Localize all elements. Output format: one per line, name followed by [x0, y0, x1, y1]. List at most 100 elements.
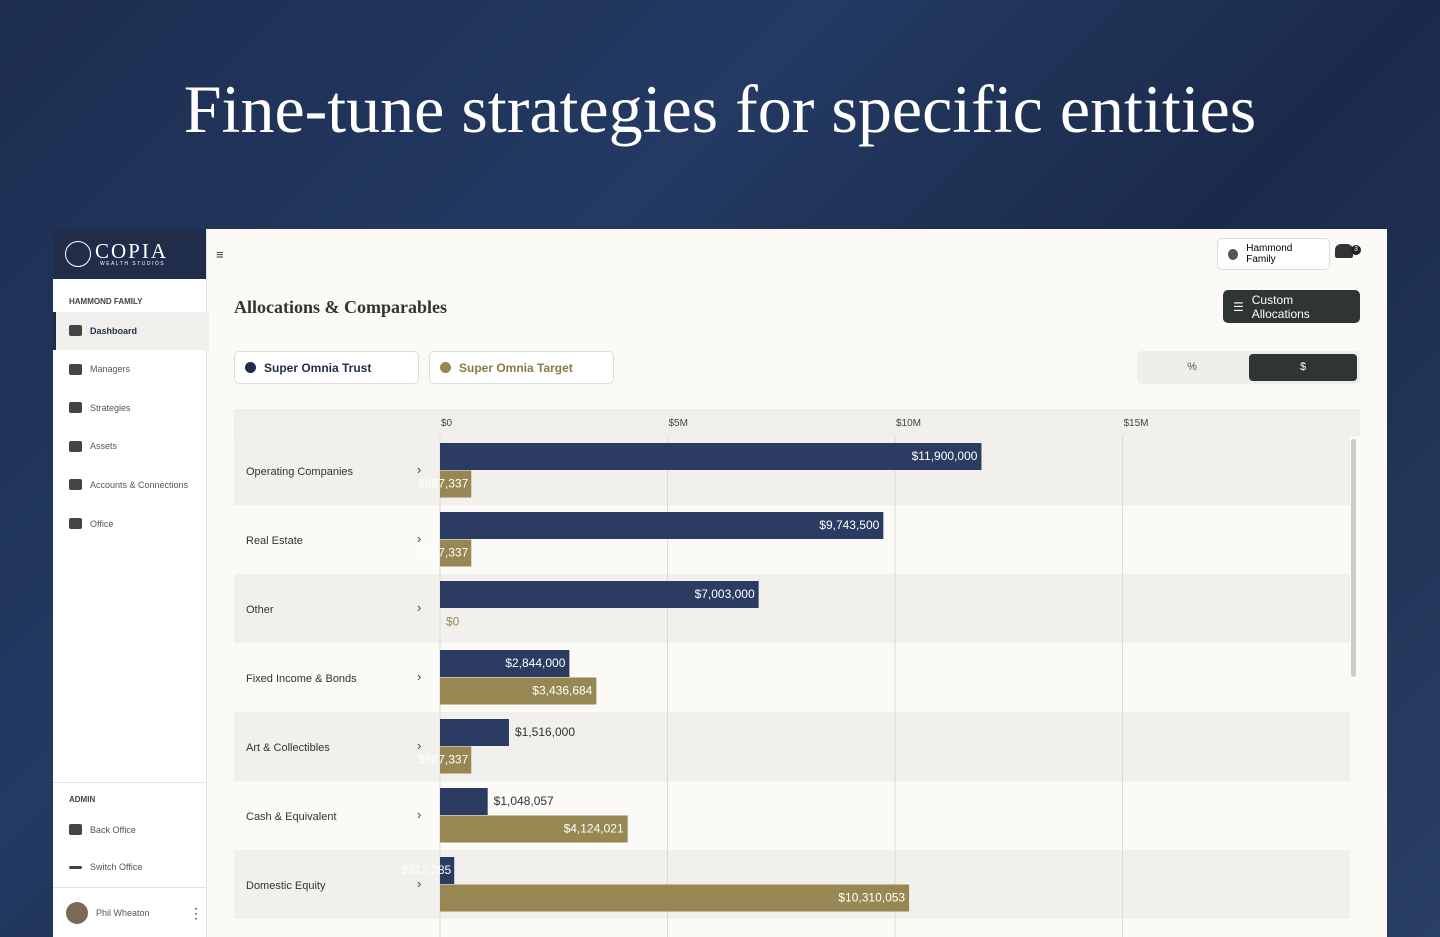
bar[interactable] — [440, 884, 910, 912]
chevron[interactable]: › — [417, 669, 421, 684]
x-tick-label: $15M — [1124, 418, 1149, 429]
toggle-percent[interactable]: % — [1187, 361, 1197, 373]
value-label: $687,337 — [418, 477, 468, 491]
nav-icon — [69, 518, 82, 529]
category-label: Fixed Income & Bonds — [246, 673, 357, 685]
nav-item[interactable]: Dashboard — [69, 325, 137, 336]
allocation-chart: $0 $5M $10M $15M Operating Companies › $11,900… — [234, 409, 1360, 937]
x-tick-label: $10M — [896, 418, 921, 429]
category-label: Real Estate — [246, 535, 303, 547]
collapse-icon[interactable]: ≡ — [216, 247, 224, 262]
app-window: COPIA WEALTH STUDIOS HAMMOND FAMILY ADMI… — [53, 229, 1387, 937]
bar[interactable] — [440, 719, 509, 746]
value-label: $312,285 — [401, 863, 451, 877]
row-band — [234, 712, 1350, 781]
button-label: Custom Allocations — [1251, 292, 1310, 321]
nav-item[interactable]: Office — [69, 518, 113, 529]
nav-label: Strategies — [90, 402, 131, 413]
logo[interactable]: COPIA WEALTH STUDIOS — [53, 229, 206, 279]
nav-label: Dashboard — [90, 325, 138, 336]
family-selector[interactable]: Hammond Family — [1217, 238, 1330, 270]
page-title: Allocations & Comparables — [234, 297, 447, 317]
value-label: $1,516,000 — [515, 725, 575, 739]
nav-icon — [69, 479, 82, 491]
nav-label: Assets — [90, 441, 118, 452]
nav-label: Office — [90, 518, 114, 529]
bar[interactable] — [440, 581, 759, 608]
dropdown-label: Super Omnia Target — [459, 360, 573, 375]
value-label: $3,436,684 — [532, 684, 592, 698]
value-label: $10,310,053 — [838, 891, 905, 905]
value-label: $2,844,000 — [505, 656, 565, 670]
family-name: Hammond Family — [1246, 243, 1293, 265]
custom-allocations-button[interactable]: ☰ Custom Allocations — [1223, 290, 1360, 323]
axis-header — [234, 409, 1360, 436]
chevron[interactable]: › — [417, 738, 421, 753]
category-label: Domestic Equity — [246, 880, 326, 892]
chevron[interactable]: › — [417, 462, 421, 477]
sidebar: COPIA WEALTH STUDIOS HAMMOND FAMILY ADMI… — [53, 229, 209, 937]
divider — [53, 887, 206, 888]
bar[interactable] — [440, 539, 472, 567]
bar[interactable] — [440, 512, 884, 539]
category-label: Cash & Equivalent — [246, 811, 337, 823]
section-label: ADMIN — [69, 795, 96, 804]
chevron[interactable]: › — [417, 876, 421, 891]
brand-name: COPIA — [95, 239, 169, 263]
value-label: $11,900,000 — [912, 449, 978, 463]
nav-label: Managers — [90, 364, 131, 375]
menu-icon[interactable]: ⋮ — [189, 905, 203, 921]
nav-item[interactable]: Strategies — [69, 402, 131, 414]
section-label: HAMMOND FAMILY — [69, 297, 143, 306]
nav-icon — [69, 325, 82, 336]
chevron[interactable]: › — [417, 807, 421, 822]
value-label: $9,743,500 — [819, 518, 879, 532]
dropdown-label: Super Omnia Trust — [264, 360, 372, 375]
value-label: $687,337 — [418, 753, 468, 767]
nav-label: Switch Office — [90, 862, 143, 872]
nav-item[interactable]: Assets — [69, 440, 118, 452]
unit-toggle: % $ — [1137, 351, 1360, 384]
row-band — [234, 643, 1350, 712]
x-tick-label: $5M — [669, 418, 688, 429]
bar[interactable] — [440, 443, 982, 470]
icon: ☰ — [1233, 299, 1244, 314]
value-label: $1,048,057 — [494, 794, 554, 808]
toggle-dollar[interactable]: $ — [1249, 354, 1357, 381]
row-band — [234, 574, 1350, 643]
value-label: $7,003,000 — [695, 587, 755, 601]
brand-tagline: WEALTH STUDIOS — [100, 261, 166, 267]
category-label: Operating Companies — [246, 466, 354, 478]
value-label: $687,337 — [418, 546, 468, 560]
nav-item[interactable]: Managers — [69, 363, 131, 375]
bar[interactable] — [440, 857, 455, 884]
notification-badge: 3 — [1351, 245, 1361, 255]
bar[interactable] — [440, 650, 570, 677]
nav-item[interactable]: Accounts & Connections — [69, 479, 189, 491]
bar[interactable] — [440, 815, 628, 843]
nav-item[interactable]: Back Office — [69, 824, 136, 835]
user[interactable]: Phil Wheaton — [66, 902, 150, 924]
bar[interactable] — [440, 470, 472, 498]
chevron[interactable]: › — [417, 600, 421, 615]
row-band — [234, 781, 1350, 850]
bar[interactable] — [440, 746, 472, 774]
entity-dropdown[interactable]: Super Omnia Trust — [234, 351, 419, 384]
logo-mark — [65, 241, 91, 267]
nav-icon — [69, 363, 82, 375]
nav-icon — [69, 402, 82, 414]
chevron[interactable]: › — [417, 531, 421, 546]
category-label: Art & Collectibles — [246, 742, 330, 754]
nav-label: Accounts & Connections — [90, 479, 189, 490]
x-tick-label: $0 — [441, 418, 453, 429]
comparable-dropdown[interactable]: Super Omnia Target — [429, 351, 614, 384]
bar[interactable] — [440, 788, 488, 815]
headline: Fine-tune strategies for specific entiti… — [183, 71, 1257, 147]
category-label: Other — [246, 604, 274, 616]
nav-item[interactable]: Switch Office — [69, 862, 142, 872]
user-name: Phil Wheaton — [96, 908, 150, 918]
scrollbar — [1351, 439, 1356, 677]
bell[interactable] — [1335, 244, 1353, 258]
bar[interactable] — [440, 677, 597, 705]
